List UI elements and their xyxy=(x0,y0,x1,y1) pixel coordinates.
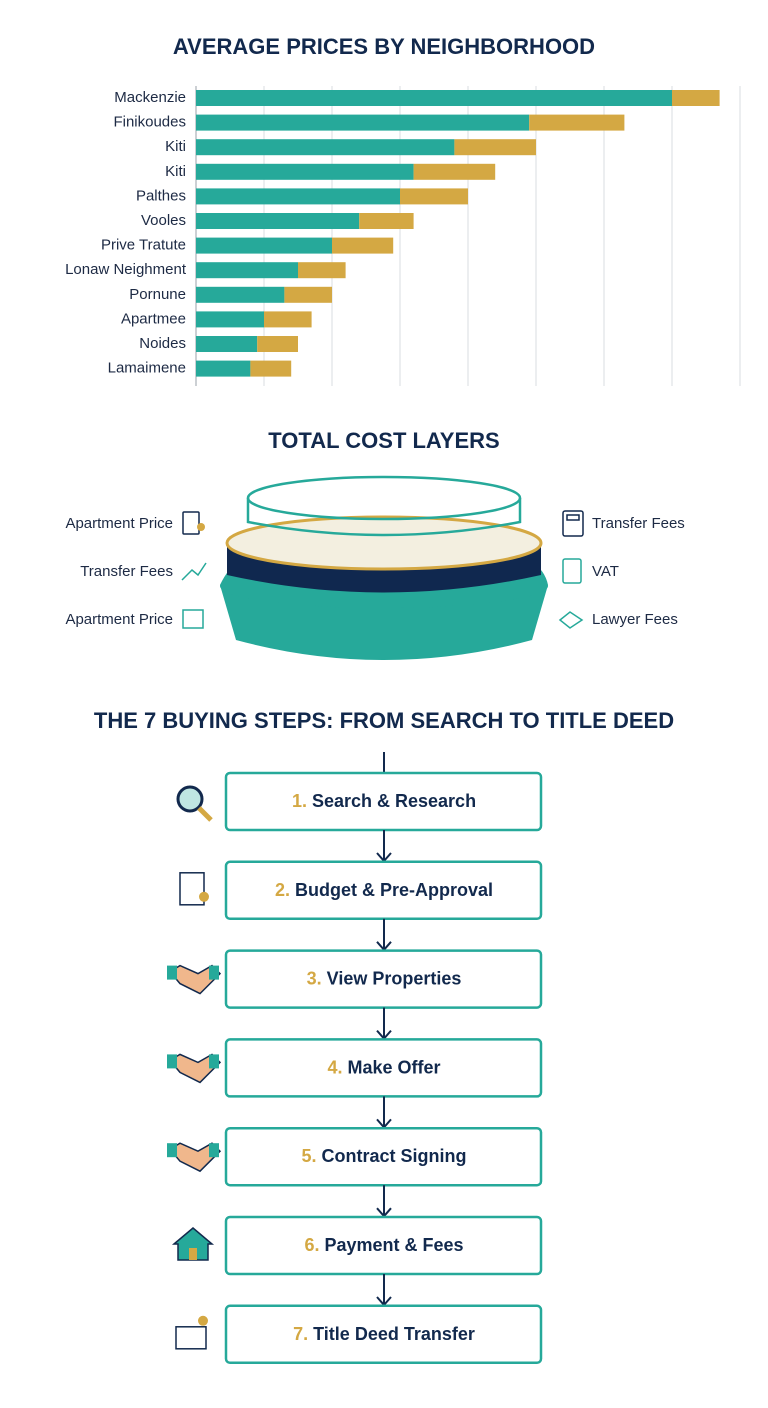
step-number: 1. xyxy=(292,791,307,811)
section-title: TOTAL COST LAYERS xyxy=(268,428,499,453)
layer-label: VAT xyxy=(592,563,619,580)
bar-segment xyxy=(196,139,455,156)
icon-shape xyxy=(167,1143,177,1158)
layer-label: Apartment Price xyxy=(65,611,173,628)
step-number: 5. xyxy=(301,1146,316,1166)
section-title: THE 7 BUYING STEPS: FROM SEARCH TO TITLE… xyxy=(94,708,674,733)
step-label: 1. Search & Research xyxy=(292,791,476,811)
icon-shape xyxy=(197,806,213,822)
step-label: 7. Title Deed Transfer xyxy=(293,1324,475,1344)
bar-segment xyxy=(454,139,536,156)
icon-shape xyxy=(209,1054,219,1069)
layer-icons xyxy=(181,510,584,629)
bar-segment xyxy=(413,163,496,180)
y-tick-label: Palthes xyxy=(136,187,186,204)
icon-shape xyxy=(167,1054,177,1069)
bar-segment xyxy=(196,114,530,131)
bar-segment xyxy=(529,114,625,131)
layer-label: Lawyer Fees xyxy=(592,611,678,628)
step-number: 7. xyxy=(293,1324,308,1344)
y-tick-label: Lonaw Neighment xyxy=(65,261,187,278)
chart-title: AVERAGE PRICES BY NEIGHBORHOOD xyxy=(173,34,595,59)
step-label: 5. Contract Signing xyxy=(301,1146,466,1166)
step-number: 3. xyxy=(307,968,322,988)
y-tick-label: Kiti xyxy=(165,163,186,180)
bar-segment xyxy=(298,262,346,279)
bar-segment xyxy=(257,336,298,352)
bar-segment xyxy=(196,188,400,205)
icon-shape xyxy=(176,785,204,813)
step-text: View Properties xyxy=(327,968,462,988)
bar-segment xyxy=(196,286,285,303)
bar-segment xyxy=(196,360,251,377)
cost-cylinder xyxy=(220,475,548,660)
bar-segment xyxy=(196,262,298,279)
step-icon xyxy=(175,1315,208,1350)
bar-segment xyxy=(332,237,394,254)
bar-segment xyxy=(284,286,332,303)
bar-segment xyxy=(400,188,468,205)
bar-segment xyxy=(250,360,292,377)
step-label: 3. View Properties xyxy=(307,968,462,988)
y-tick-label: Kiti xyxy=(165,138,186,155)
y-tick-label: Pornune xyxy=(129,286,186,303)
step-label: 2. Budget & Pre-Approval xyxy=(275,880,493,900)
icon-shape xyxy=(175,1326,207,1350)
step-text: Search & Research xyxy=(312,791,476,811)
y-tick-label: Lamaimene xyxy=(108,360,186,377)
step-text: Title Deed Transfer xyxy=(313,1324,475,1344)
icon-shape xyxy=(199,891,209,902)
step-number: 6. xyxy=(304,1235,319,1255)
icon-shape xyxy=(209,965,219,980)
step-icon xyxy=(176,785,213,822)
icon-shape xyxy=(167,965,177,980)
icon-shape xyxy=(198,1315,208,1326)
step-text: Budget & Pre-Approval xyxy=(295,880,493,900)
step-icon xyxy=(167,964,222,995)
y-tick-label: Apartmee xyxy=(121,310,186,327)
step-label: 6. Payment & Fees xyxy=(304,1235,463,1255)
layer-label: Transfer Fees xyxy=(592,515,685,532)
bar-segment xyxy=(359,213,414,229)
layer-label: Transfer Fees xyxy=(80,563,173,580)
y-tick-label: Prive Tratute xyxy=(101,237,186,254)
bar-segment xyxy=(196,213,360,229)
step-text: Contract Signing xyxy=(322,1146,467,1166)
step-text: Payment & Fees xyxy=(324,1235,463,1255)
bar-segment xyxy=(196,90,672,106)
icon-shape xyxy=(171,1227,215,1261)
step-label: 4. Make Offer xyxy=(327,1057,440,1077)
step-icon xyxy=(167,1142,222,1173)
step-text: Make Offer xyxy=(347,1057,440,1077)
bar-segment xyxy=(196,163,414,180)
step-icon xyxy=(171,1227,215,1261)
layer-label: Apartment Price xyxy=(65,515,173,532)
step-box xyxy=(224,1304,543,1365)
icon-shape xyxy=(189,1248,197,1260)
step-icon xyxy=(179,872,209,906)
bar-segment xyxy=(672,90,720,106)
bar-segment xyxy=(196,311,264,328)
bar-segment xyxy=(264,311,312,328)
icon-shape xyxy=(209,1143,219,1158)
step-number: 2. xyxy=(275,880,290,900)
bar-segment xyxy=(196,237,332,254)
y-tick-label: Finikoudes xyxy=(113,114,186,131)
step-icon xyxy=(167,1053,222,1084)
bar-segment xyxy=(196,336,258,352)
y-tick-label: Noides xyxy=(139,335,186,352)
step-number: 4. xyxy=(327,1057,342,1077)
y-tick-label: Vooles xyxy=(141,212,186,229)
y-tick-label: Mackenzie xyxy=(114,89,186,106)
